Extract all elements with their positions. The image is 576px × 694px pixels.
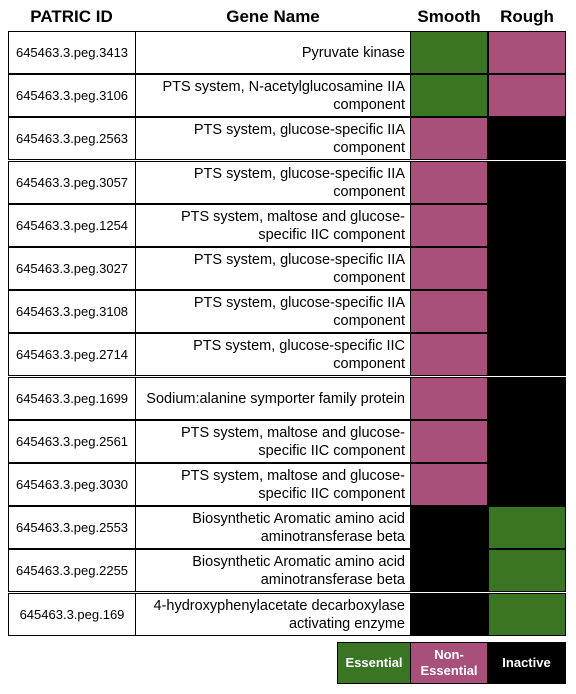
- gene-name-cell: PTS system, glucose-specific IIC compone…: [135, 333, 411, 376]
- legend-inactive: Inactive: [488, 643, 565, 683]
- gene-name-cell: PTS system, N-acetylglucosamine IIA comp…: [135, 74, 411, 117]
- smooth-status-cell: [410, 420, 488, 463]
- gene-name-cell: PTS system, glucose-specific IIA compone…: [135, 117, 411, 160]
- table-row: 645463.3.peg.2553 Biosynthetic Aromatic a…: [8, 506, 566, 549]
- rough-status-cell: [488, 290, 566, 333]
- rough-status-cell: [488, 420, 566, 463]
- legend-essential: Essential: [338, 643, 410, 683]
- rough-status-cell: [488, 161, 566, 204]
- gene-name-cell: Sodium:alanine symporter family protein: [135, 377, 411, 420]
- patric-id-cell: 645463.3.peg.2714: [8, 333, 136, 376]
- table-row: 645463.3.peg.1254 PTS system, maltose and…: [8, 204, 566, 247]
- rough-status-cell: [488, 31, 566, 74]
- table-row: 645463.3.peg.3030 PTS system, maltose and…: [8, 463, 566, 506]
- smooth-status-cell: [410, 593, 488, 636]
- patric-id-cell: 645463.3.peg.2553: [8, 506, 136, 549]
- legend: Essential Non- Essential Inactive: [337, 642, 566, 684]
- smooth-status-cell: [410, 506, 488, 549]
- table-row: 645463.3.peg.2255 Biosynthetic Aromatic a…: [8, 549, 566, 592]
- gene-name-cell: 4-hydroxyphenylacetate decarboxylase act…: [135, 593, 411, 636]
- rough-status-cell: [488, 74, 566, 117]
- table-row: 645463.3.peg.3106 PTS system, N-acetylglu…: [8, 74, 566, 117]
- gene-name-cell: PTS system, maltose and glucose-specific…: [135, 204, 411, 247]
- gene-name-cell: PTS system, maltose and glucose-specific…: [135, 463, 411, 506]
- rough-status-cell: [488, 117, 566, 160]
- smooth-status-cell: [410, 333, 488, 376]
- column-header-patric-id: PATRIC ID: [30, 7, 113, 26]
- column-header-gene-name: Gene Name: [226, 7, 320, 26]
- rough-status-cell: [488, 333, 566, 376]
- smooth-status-cell: [410, 463, 488, 506]
- gene-name-cell: Biosynthetic Aromatic amino acid aminotr…: [135, 506, 411, 549]
- table-row: 645463.3.peg.2714 PTS system, glucose-spe…: [8, 333, 566, 376]
- smooth-status-cell: [410, 117, 488, 160]
- patric-id-cell: 645463.3.peg.2255: [8, 549, 136, 592]
- patric-id-cell: 645463.3.peg.3030: [8, 463, 136, 506]
- patric-id-cell: 645463.3.peg.2561: [8, 420, 136, 463]
- table-row: 645463.3.peg.3413 Pyruvate kinase: [8, 31, 566, 74]
- gene-name-cell: Biosynthetic Aromatic amino acid aminotr…: [135, 549, 411, 592]
- patric-id-cell: 645463.3.peg.3027: [8, 247, 136, 290]
- patric-id-cell: 645463.3.peg.3057: [8, 161, 136, 204]
- smooth-status-cell: [410, 161, 488, 204]
- smooth-status-cell: [410, 290, 488, 333]
- patric-id-cell: 645463.3.peg.2563: [8, 117, 136, 160]
- patric-id-cell: 645463.3.peg.1254: [8, 204, 136, 247]
- smooth-status-cell: [410, 31, 488, 74]
- smooth-status-cell: [410, 204, 488, 247]
- patric-id-cell: 645463.3.peg.3108: [8, 290, 136, 333]
- patric-id-cell: 645463.3.peg.1699: [8, 377, 136, 420]
- smooth-status-cell: [410, 377, 488, 420]
- table-row: 645463.3.peg.3027 PTS system, glucose-spe…: [8, 247, 566, 290]
- rough-status-cell: [488, 593, 566, 636]
- rough-status-cell: [488, 247, 566, 290]
- rough-status-cell: [488, 204, 566, 247]
- smooth-status-cell: [410, 549, 488, 592]
- legend-non-essential: Non- Essential: [410, 643, 488, 683]
- smooth-status-cell: [410, 74, 488, 117]
- gene-name-cell: PTS system, glucose-specific IIA compone…: [135, 161, 411, 204]
- table-row: 645463.3.peg.3108 PTS system, glucose-spe…: [8, 290, 566, 333]
- table-row: 645463.3.peg.1699 Sodium:alanine symporte…: [8, 377, 566, 420]
- patric-id-cell: 645463.3.peg.169: [8, 593, 136, 636]
- column-header-rough: Rough: [500, 7, 554, 26]
- rough-status-cell: [488, 377, 566, 420]
- table-row: 645463.3.peg.2561 PTS system, maltose and…: [8, 420, 566, 463]
- rough-status-cell: [488, 506, 566, 549]
- table-row: 645463.3.peg.3057 PTS system, glucose-spe…: [8, 161, 566, 204]
- gene-name-cell: PTS system, glucose-specific IIA compone…: [135, 247, 411, 290]
- patric-id-cell: 645463.3.peg.3413: [8, 31, 136, 74]
- table-row: 645463.3.peg.2563 PTS system, glucose-spe…: [8, 117, 566, 160]
- gene-name-cell: PTS system, maltose and glucose-specific…: [135, 420, 411, 463]
- gene-name-cell: PTS system, glucose-specific IIA compone…: [135, 290, 411, 333]
- rough-status-cell: [488, 463, 566, 506]
- smooth-status-cell: [410, 247, 488, 290]
- table-row: 645463.3.peg.169 4-hydroxyphenylacetate d…: [8, 593, 566, 636]
- rough-status-cell: [488, 549, 566, 592]
- gene-name-cell: Pyruvate kinase: [135, 31, 411, 74]
- column-header-smooth: Smooth: [417, 7, 481, 26]
- patric-id-cell: 645463.3.peg.3106: [8, 74, 136, 117]
